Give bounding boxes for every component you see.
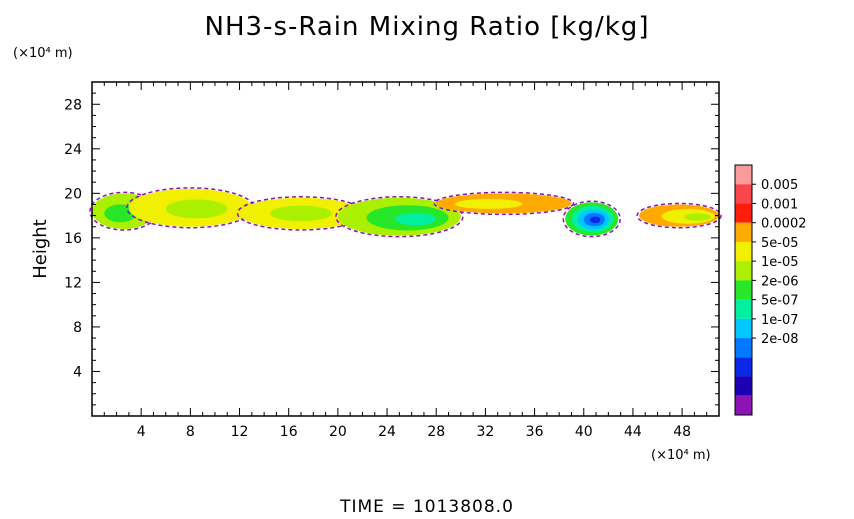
colorbar-label: 1e-07 (761, 313, 799, 328)
field-region (395, 212, 437, 226)
y-axis-unit: (×10⁴ m) (13, 46, 73, 61)
colorbar-swatch (735, 203, 752, 223)
y-tick-label: 12 (64, 275, 82, 291)
colorbar-frame (734, 164, 753, 416)
colorbar-label: 0.001 (761, 197, 798, 212)
x-tick-label: 36 (526, 424, 544, 440)
y-tick-label: 24 (64, 142, 82, 158)
colorbar-swatch (735, 357, 752, 377)
field-region (270, 205, 332, 222)
colorbar-swatch (735, 184, 752, 204)
colorbar-label: 0.005 (761, 178, 798, 193)
colorbar-swatch (735, 395, 752, 415)
y-axis-label: Height (30, 219, 51, 279)
x-tick-label: 4 (137, 424, 146, 440)
x-tick-label: 48 (673, 424, 691, 440)
field-region (454, 198, 523, 209)
x-axis-unit: (×10⁴ m) (651, 448, 711, 463)
field-region (165, 199, 228, 219)
colorbar-swatch (735, 261, 752, 281)
colorbar-swatch (735, 280, 752, 300)
y-tick-label: 28 (64, 97, 82, 113)
colorbar-label: 5e-05 (761, 236, 799, 251)
colorbar-swatch (735, 222, 752, 242)
colorbar-swatch (735, 318, 752, 339)
colorbar-label: 5e-07 (761, 294, 799, 309)
field-region (589, 216, 601, 224)
colorbar-label: 1e-05 (761, 255, 799, 270)
x-tick-label: 24 (378, 424, 396, 440)
y-tick-label: 16 (64, 231, 82, 247)
colorbar-swatch (735, 165, 752, 185)
x-tick-label: 28 (427, 424, 445, 440)
colorbar-label: 0.0002 (761, 217, 807, 232)
field-fringe (433, 191, 575, 216)
colorbar-label: 2e-06 (761, 274, 799, 289)
x-tick-label: 16 (280, 424, 298, 440)
colorbar-swatch (735, 299, 752, 319)
y-tick-label: 20 (64, 186, 82, 202)
field-region (684, 213, 711, 221)
x-tick-label: 44 (624, 424, 642, 440)
x-tick-label: 32 (476, 424, 494, 440)
colorbar-label: 2e-08 (761, 332, 799, 347)
x-tick-label: 12 (231, 424, 249, 440)
field-region (104, 204, 137, 223)
y-tick-label: 8 (73, 320, 82, 336)
field-fringe (636, 202, 722, 229)
colorbar-swatch (735, 338, 752, 358)
x-tick-label: 8 (186, 424, 195, 440)
chart-title: NH3-s-Rain Mixing Ratio [kg/kg] (204, 12, 650, 42)
plot-frame (91, 81, 720, 417)
x-tick-label: 20 (329, 424, 347, 440)
y-tick-label: 4 (73, 364, 82, 380)
x-tick-label: 40 (575, 424, 593, 440)
colorbar-swatch (735, 241, 752, 262)
colorbar-swatch (735, 376, 752, 396)
time-label: TIME = 1013808.0 (340, 497, 514, 517)
field-fringe (562, 200, 621, 238)
